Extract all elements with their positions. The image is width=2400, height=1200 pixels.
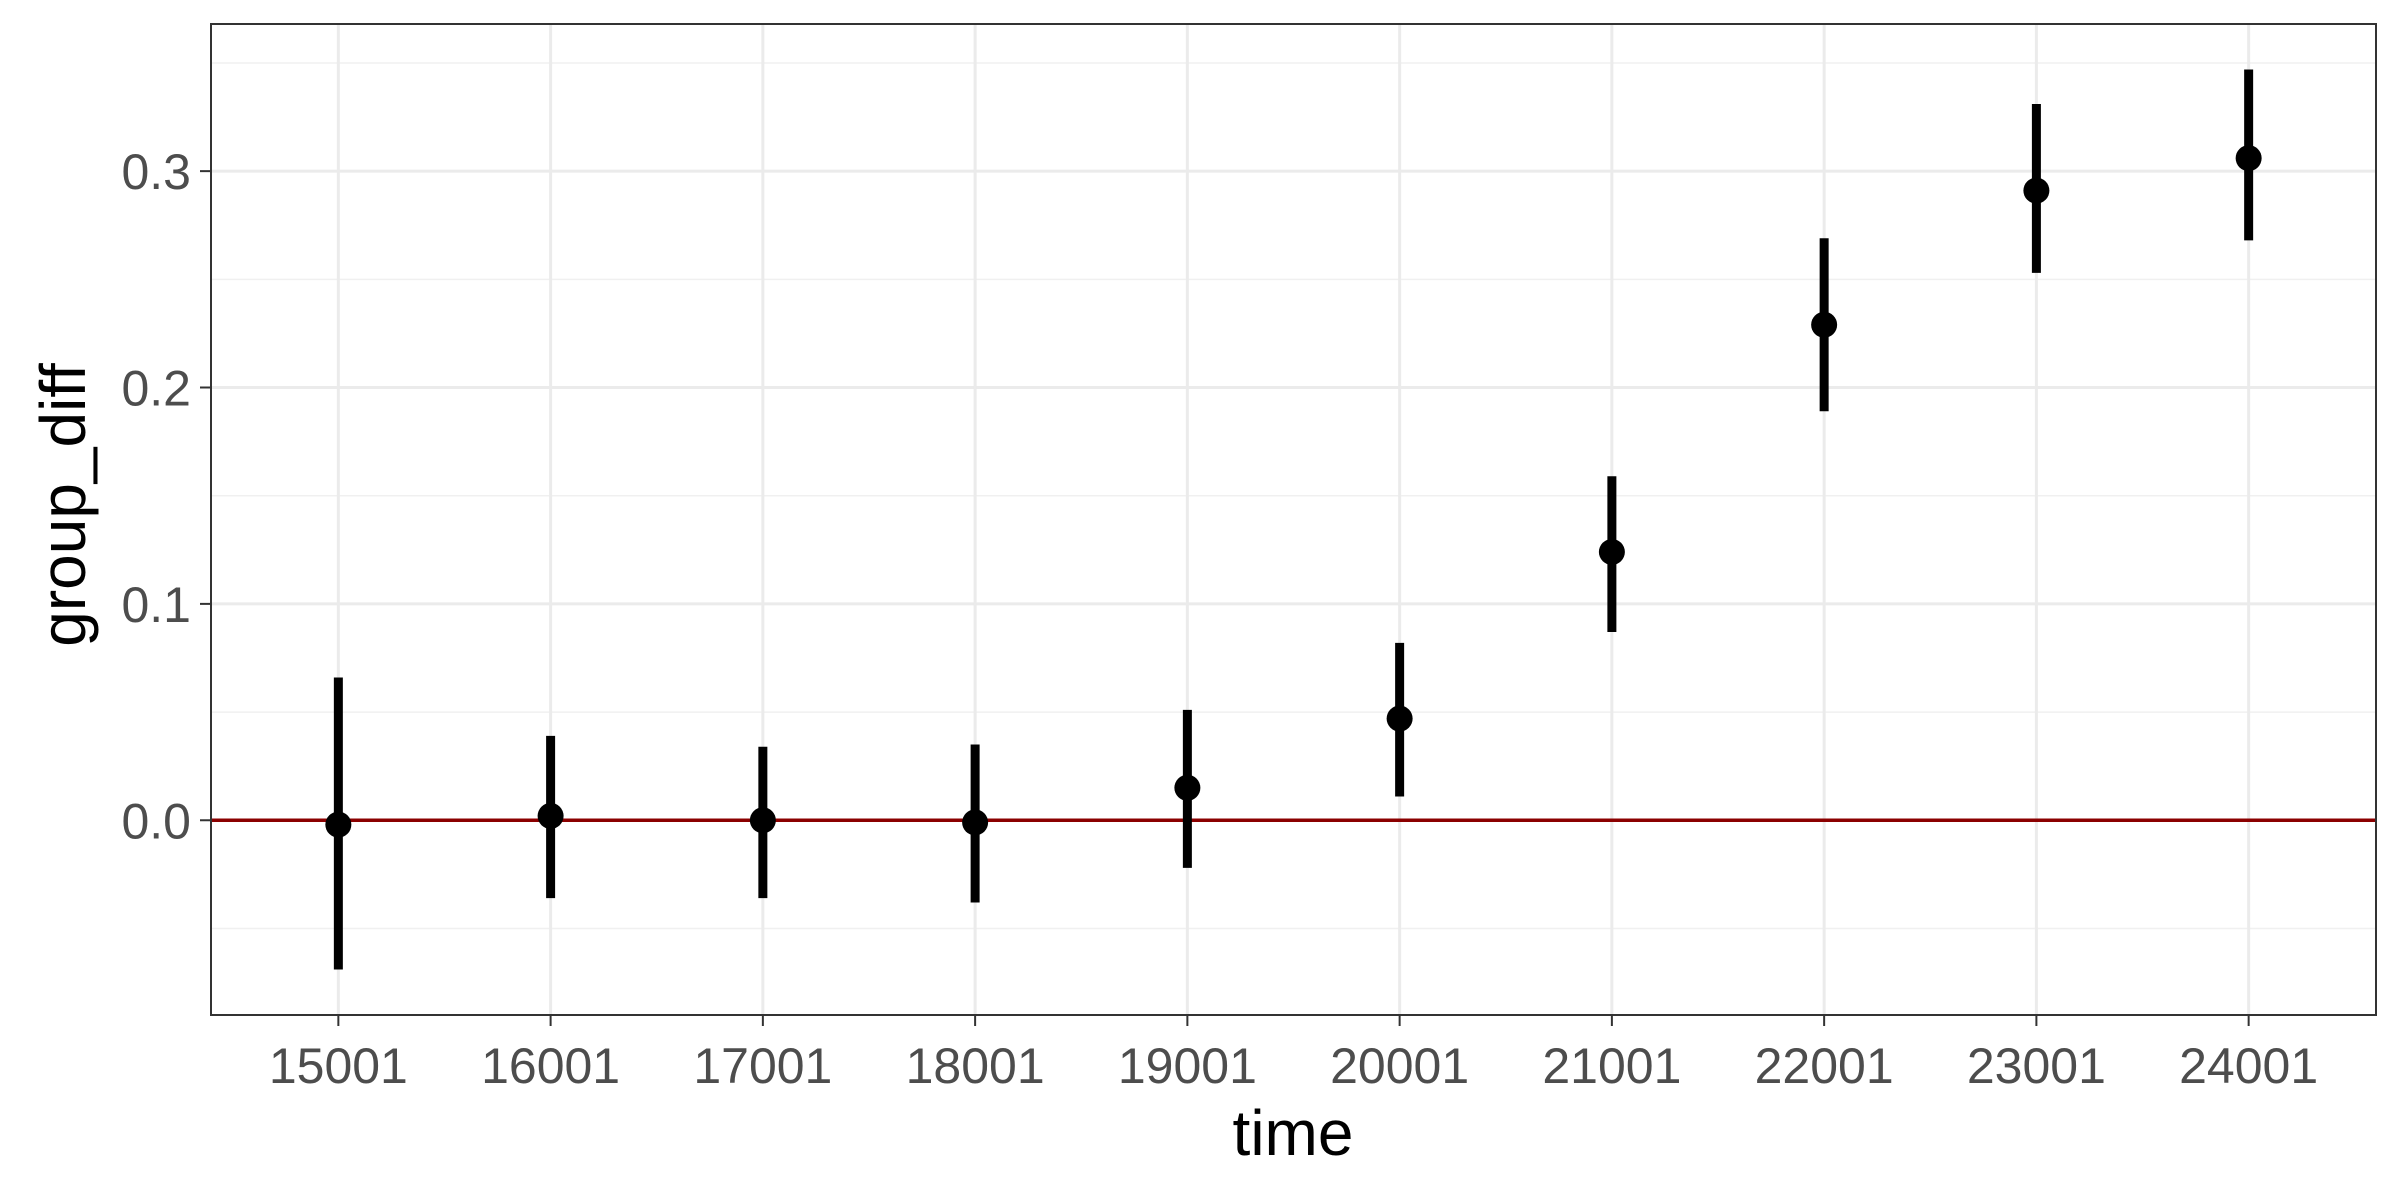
x-tick-label: 24001 <box>2179 1038 2318 1094</box>
y-tick-label: 0.3 <box>121 144 191 200</box>
x-tick-label: 16001 <box>481 1038 620 1094</box>
data-point <box>1386 705 1413 732</box>
x-axis: 15001 16001 17001 18001 19001 20001 21001 22001… <box>269 1015 2318 1094</box>
data-point <box>325 811 352 838</box>
y-axis-title: group_diff <box>27 363 99 647</box>
x-tick-label: 23001 <box>1967 1038 2106 1094</box>
x-tick-label: 22001 <box>1755 1038 1894 1094</box>
x-axis-title: time <box>1233 1097 1354 1169</box>
y-tick-label: 0.0 <box>121 793 191 849</box>
plot-panel <box>210 23 2377 1016</box>
x-tick-label: 17001 <box>693 1038 832 1094</box>
data-point <box>1174 774 1201 801</box>
y-axis: 0.0 0.1 0.2 0.3 <box>121 144 211 849</box>
x-tick-label: 21001 <box>1542 1038 1681 1094</box>
panel-border <box>210 23 2377 1016</box>
data-point <box>2235 145 2262 172</box>
x-tick-label: 19001 <box>1118 1038 1257 1094</box>
panel-background <box>211 24 2376 1015</box>
y-tick-label: 0.2 <box>121 361 191 417</box>
data-point <box>2023 177 2050 204</box>
data-point <box>537 802 564 829</box>
data-point <box>1598 538 1625 565</box>
x-tick-label: 15001 <box>269 1038 408 1094</box>
data-point <box>1811 311 1838 338</box>
x-tick-label: 18001 <box>906 1038 1045 1094</box>
data-point <box>749 807 776 834</box>
x-tick-label: 20001 <box>1330 1038 1469 1094</box>
data-point <box>962 809 989 836</box>
y-tick-label: 0.1 <box>121 577 191 633</box>
